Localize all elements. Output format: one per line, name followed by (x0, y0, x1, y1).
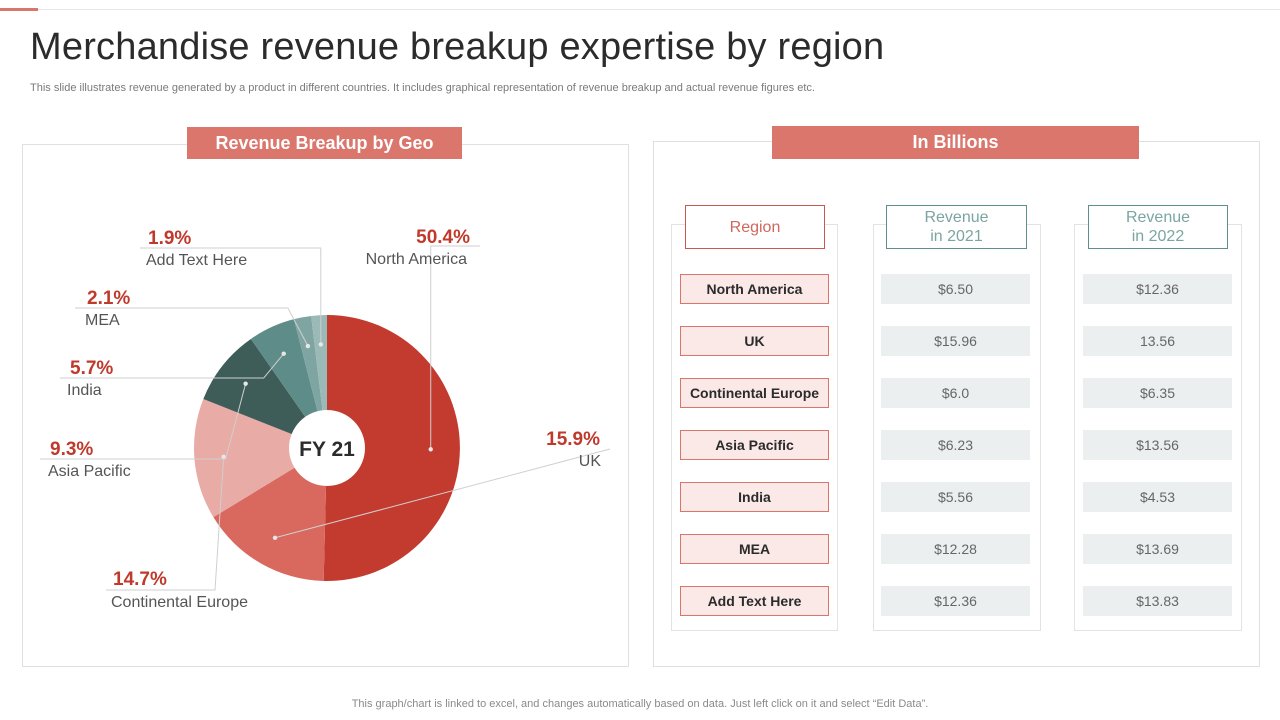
table-cell: $6.0 (881, 378, 1030, 408)
leader-dot (305, 343, 311, 349)
slice-percent-label: 1.9% (148, 228, 191, 249)
leader-dot (318, 342, 324, 347)
table-cell: $12.36 (881, 586, 1030, 616)
revenue-breakup-header: Revenue Breakup by Geo (187, 127, 462, 159)
table-cell: $6.50 (881, 274, 1030, 304)
table-column-header: Region (685, 205, 825, 249)
slice-percent-label: 14.7% (113, 569, 167, 590)
leader-dot (281, 351, 286, 356)
leader-line (60, 353, 285, 379)
leader-dot (272, 535, 278, 540)
slice-percent-label: 2.1% (87, 288, 130, 309)
table-column-header: Revenue in 2022 (1088, 205, 1228, 249)
table-cell: $15.96 (881, 326, 1030, 356)
pie-slice-asia-pacific[interactable] (203, 338, 327, 448)
table-cell: North America (680, 274, 829, 304)
slice-name-label: MEA (85, 312, 120, 329)
table-cell: $13.69 (1083, 534, 1232, 564)
slice-name-label: UK (579, 453, 602, 470)
table-cell: MEA (680, 534, 829, 564)
page-title: Merchandise revenue breakup expertise by… (30, 26, 885, 68)
pie-slice-uk[interactable] (213, 448, 327, 581)
table-column-header: Revenue in 2021 (886, 205, 1027, 249)
leader-line (40, 383, 247, 460)
donut-hole (289, 410, 365, 486)
table-cell: $13.56 (1083, 430, 1232, 460)
slice-percent-label: 50.4% (416, 227, 470, 248)
slice-name-label: Asia Pacific (48, 463, 131, 480)
footer-note: This graph/chart is linked to excel, and… (351, 698, 929, 710)
donut-center-label: FY 21 (299, 438, 355, 461)
table-cell: $6.35 (1083, 378, 1232, 408)
table-cell: Continental Europe (680, 378, 829, 408)
slice-percent-label: 15.9% (546, 429, 600, 450)
slice-percent-label: 5.7% (70, 358, 113, 379)
slice-name-label: India (67, 382, 102, 399)
leader-dot (221, 454, 226, 459)
slice-name-label: Continental Europe (111, 594, 248, 611)
table-cell: Add Text Here (680, 586, 829, 616)
table-cell: 13.56 (1083, 326, 1232, 356)
table-cell: India (680, 482, 829, 512)
leader-line (140, 247, 322, 345)
table-cell: $4.53 (1083, 482, 1232, 512)
pie-slice-north-america[interactable] (323, 315, 460, 581)
table-cell: $12.36 (1083, 274, 1232, 304)
table-cell: Asia Pacific (680, 430, 829, 460)
table-cell: UK (680, 326, 829, 356)
pie-slice-continental-europe[interactable] (193, 399, 327, 518)
slice-name-label: North America (366, 251, 467, 268)
top-divider (0, 9, 1280, 10)
in-billions-header: In Billions (772, 126, 1139, 159)
leader-line (274, 448, 611, 539)
leader-dot (243, 381, 248, 386)
slice-name-label: Add Text Here (146, 252, 247, 269)
leader-line (430, 245, 480, 450)
leader-line (75, 307, 309, 347)
slice-percent-label: 9.3% (50, 439, 93, 460)
table-cell: $13.83 (1083, 586, 1232, 616)
table-cell: $6.23 (881, 430, 1030, 460)
page-subtitle: This slide illustrates revenue generated… (30, 82, 815, 94)
table-cell: $5.56 (881, 482, 1030, 512)
accent-bar (0, 8, 38, 11)
leader-dot (428, 447, 433, 452)
leader-line (106, 456, 225, 591)
table-cell: $12.28 (881, 534, 1030, 564)
